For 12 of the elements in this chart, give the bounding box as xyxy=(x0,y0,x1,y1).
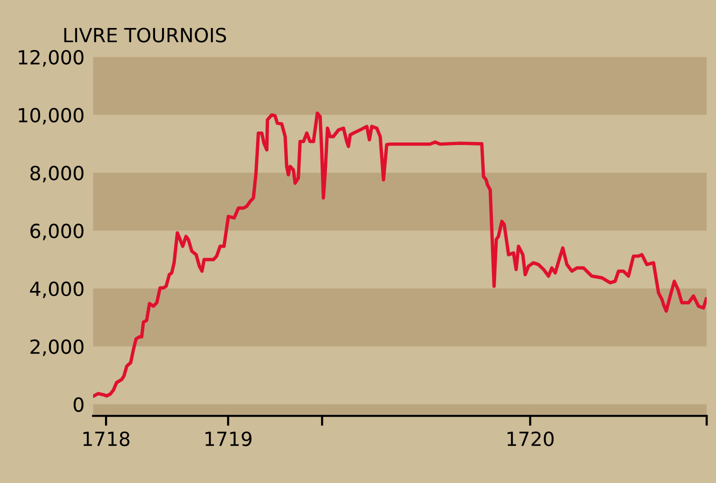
y-tick-label: 4,000 xyxy=(30,281,84,298)
y-tick-label: 8,000 xyxy=(30,166,84,182)
x-tick-label: 1719 xyxy=(206,431,252,446)
y-tick-label: 0 xyxy=(74,397,84,412)
y-axis-title: LIVRE TOURNOIS xyxy=(64,28,226,42)
y-tick-label: 10,000 xyxy=(18,108,84,125)
x-tick-label: 1720 xyxy=(508,431,554,446)
y-tick-label: 2,000 xyxy=(30,339,84,356)
x-tick-label: 1718 xyxy=(83,431,130,446)
y-tick-label: 12,000 xyxy=(18,50,84,67)
y-tick-label: 6,000 xyxy=(30,224,84,240)
line-series xyxy=(93,111,707,398)
